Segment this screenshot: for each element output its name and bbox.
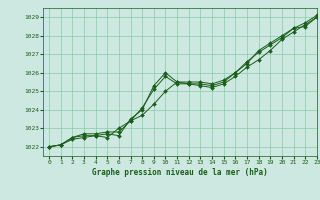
X-axis label: Graphe pression niveau de la mer (hPa): Graphe pression niveau de la mer (hPa) bbox=[92, 168, 268, 177]
